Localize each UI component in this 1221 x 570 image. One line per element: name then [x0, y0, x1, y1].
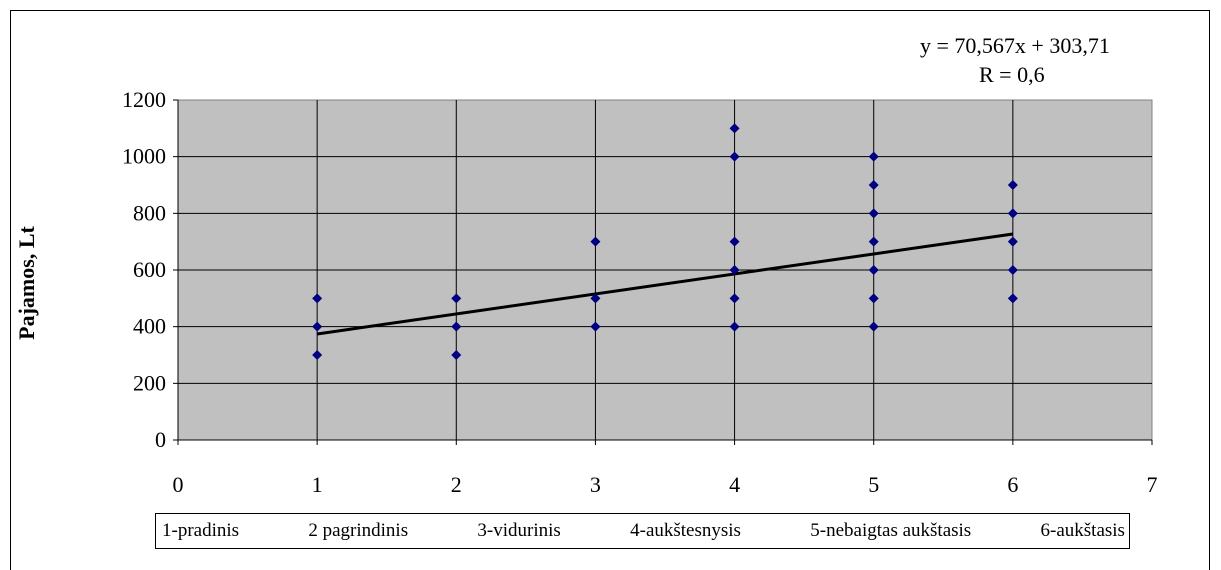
data-points — [312, 123, 1018, 360]
y-tick-label: 800 — [133, 200, 166, 225]
data-point — [868, 321, 879, 332]
trendline — [316, 232, 1014, 336]
data-point — [590, 321, 601, 332]
gridlines — [177, 100, 1152, 441]
data-point — [868, 236, 879, 247]
x-tick-label: 3 — [590, 472, 601, 497]
legend-entry: 6-aukštasis — [1040, 520, 1125, 541]
y-axis-label: Pajamos, Lt — [14, 226, 39, 340]
data-point — [312, 321, 323, 332]
legend-entry: 2 pagrindinis — [308, 520, 409, 541]
trendline-equation: y = 70,567x + 303,71 — [920, 33, 1110, 58]
legend-entry: 4-aukštesnysis — [630, 520, 741, 541]
legend-entry: 5-nebaigtas aukštasis — [810, 520, 972, 541]
data-point — [868, 265, 879, 275]
data-point — [868, 293, 879, 304]
y-tick-label: 600 — [133, 257, 166, 282]
correlation-label: R = 0,6 — [979, 62, 1045, 87]
y-tick-label: 400 — [133, 314, 166, 339]
data-point — [1007, 208, 1018, 219]
data-point — [590, 236, 601, 247]
data-point — [312, 293, 323, 304]
data-point — [451, 293, 462, 304]
data-point — [1007, 265, 1018, 275]
x-tick-label: 1 — [312, 472, 323, 497]
data-point — [729, 123, 740, 134]
data-point — [868, 151, 879, 162]
data-point — [590, 293, 601, 304]
chart-frame — [10, 10, 1210, 570]
data-point — [868, 208, 879, 219]
x-tick-label: 2 — [451, 472, 462, 497]
legend-entry: 3-vidurinis — [477, 520, 561, 541]
x-axis-ticks: 0 1 2 3 4 5 6 7 — [173, 440, 1158, 497]
y-tick-label: 0 — [155, 427, 166, 452]
data-point — [868, 180, 879, 190]
x-tick-label: 5 — [868, 472, 879, 497]
data-point — [312, 350, 323, 360]
y-tick-label: 1000 — [122, 144, 166, 169]
x-tick-label: 4 — [729, 472, 740, 497]
legend: 1-pradinis 2 pagrindinis 3-vidurinis 4-a… — [155, 513, 1130, 549]
y-tick-label: 200 — [133, 370, 166, 395]
y-tick-label: 1200 — [122, 87, 166, 112]
data-point — [729, 293, 740, 304]
data-point — [451, 321, 462, 332]
data-point — [451, 350, 462, 360]
data-point — [1007, 236, 1018, 247]
trendline-group — [316, 232, 1014, 336]
data-point — [729, 265, 740, 275]
data-point — [1007, 180, 1018, 190]
x-tick-label: 6 — [1007, 472, 1018, 497]
y-axis-ticks: 0 200 400 600 800 1000 1200 — [122, 87, 178, 452]
data-point — [729, 151, 740, 162]
data-point — [729, 321, 740, 332]
data-point — [729, 236, 740, 247]
data-point — [1007, 293, 1018, 304]
x-tick-label: 0 — [173, 472, 184, 497]
legend-entry: 1-pradinis — [162, 520, 240, 541]
x-tick-label: 7 — [1147, 472, 1158, 497]
